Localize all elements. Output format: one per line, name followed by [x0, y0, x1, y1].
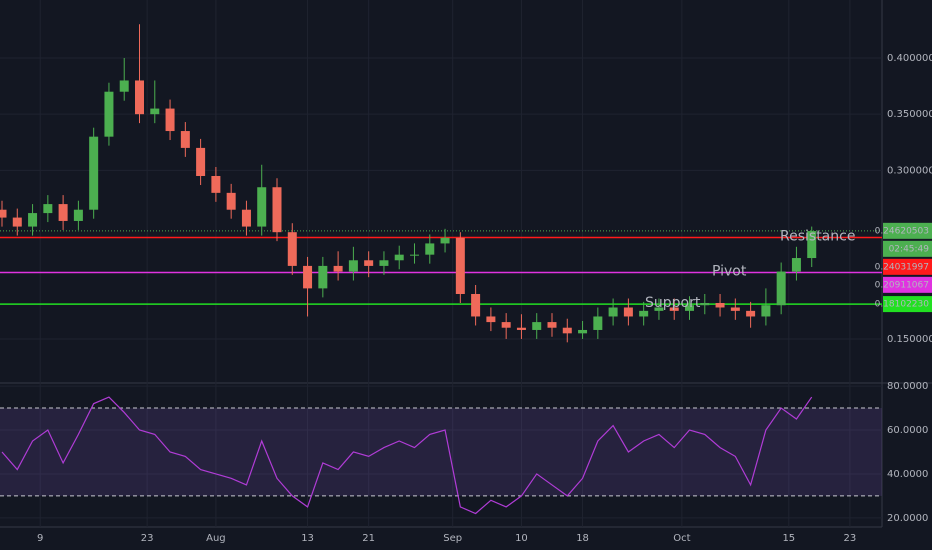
price-tag-label: 0.20911067 — [875, 280, 929, 290]
candle-body — [547, 322, 557, 328]
y-tick-label: 0.15000000 — [887, 334, 932, 345]
candle-body — [700, 302, 710, 306]
candle-body — [135, 80, 144, 115]
rsi-line — [1, 396, 813, 515]
candle-body — [287, 232, 297, 266]
x-tick-label: 15 — [782, 533, 795, 544]
x-tick-label: 23 — [844, 533, 857, 544]
candle-body — [211, 175, 221, 193]
candle-body — [119, 80, 129, 92]
x-tick-label: Aug — [206, 533, 226, 544]
y-tick-label: 0.30000000 — [887, 165, 932, 176]
candle-body — [12, 217, 22, 227]
x-tick-label: 23 — [141, 533, 154, 544]
price-tag — [883, 296, 932, 313]
candle-body — [715, 302, 725, 308]
price-tag-label: 0.18102230 — [875, 300, 930, 310]
candle-body — [669, 307, 679, 311]
candle-body — [241, 209, 251, 227]
candle-body — [410, 254, 419, 256]
candle-body — [685, 305, 694, 311]
rsi-tick-label: 60.0000 — [887, 425, 928, 436]
candle-body — [425, 243, 435, 255]
candle-body — [58, 204, 68, 221]
candle-body — [440, 237, 450, 244]
candle-body — [0, 209, 7, 218]
level-annotation: Pivot — [712, 264, 747, 280]
candle-body — [654, 307, 664, 311]
candle-body — [608, 307, 618, 317]
level-annotation: Resistance — [780, 228, 855, 244]
candle-body — [104, 91, 114, 137]
candle-body — [73, 209, 83, 221]
x-tick-label: Oct — [673, 533, 690, 544]
candle-body — [318, 265, 328, 289]
x-tick-label: 21 — [362, 533, 375, 544]
candle-body — [28, 213, 38, 227]
price-tag-label: 0.24031997 — [875, 262, 929, 272]
candle-body — [486, 316, 496, 323]
x-tick-label: 13 — [301, 533, 314, 544]
level-annotation: Support — [645, 295, 701, 311]
candle-body — [455, 237, 465, 295]
x-tick-label: 10 — [515, 533, 528, 544]
candle-body — [746, 310, 756, 317]
candle-body — [257, 187, 267, 227]
candle-body — [532, 322, 542, 330]
candle-body — [807, 231, 817, 259]
candle-body — [639, 310, 649, 317]
candle-body — [165, 108, 175, 132]
candle-body — [516, 327, 526, 330]
price-tag — [883, 240, 932, 257]
y-tick-label: 0.35000000 — [887, 109, 932, 120]
price-tag-label: 02:45:49 — [889, 244, 930, 254]
candle-body — [791, 258, 801, 272]
candle-body — [196, 147, 206, 176]
price-tag — [883, 258, 932, 275]
candle-body — [272, 187, 282, 233]
candle-body — [593, 316, 603, 330]
candle-body — [471, 294, 481, 317]
candle-body — [226, 192, 236, 210]
x-tick-label: 9 — [37, 533, 43, 544]
rsi-tick-label: 80.0000 — [887, 381, 928, 392]
candle-body — [379, 260, 389, 266]
rsi-band — [0, 408, 882, 496]
candle-body — [776, 271, 786, 306]
y-tick-label: 0.40000000 — [887, 53, 932, 64]
candle-body — [348, 260, 358, 272]
candle-body — [761, 305, 771, 317]
rsi-tick-label: 40.0000 — [887, 469, 928, 480]
candle-body — [333, 265, 343, 272]
candle-body — [364, 260, 374, 266]
candle-body — [43, 204, 53, 214]
price-tag — [883, 276, 932, 293]
candle-body — [394, 254, 404, 261]
price-tag — [883, 222, 932, 239]
candle-body — [730, 307, 740, 311]
candle-body — [578, 329, 588, 334]
candle-body — [623, 307, 633, 317]
x-tick-label: 18 — [576, 533, 589, 544]
candle-body — [562, 327, 572, 334]
rsi-tick-label: 20.0000 — [887, 513, 928, 524]
candle-body — [303, 265, 313, 289]
x-tick-label: Sep — [443, 533, 462, 544]
candle-body — [89, 136, 99, 210]
candle-body — [180, 131, 190, 148]
candle-body — [501, 322, 511, 328]
candle-body — [150, 108, 160, 115]
price-tag-label: 0.24620503 — [875, 226, 929, 236]
